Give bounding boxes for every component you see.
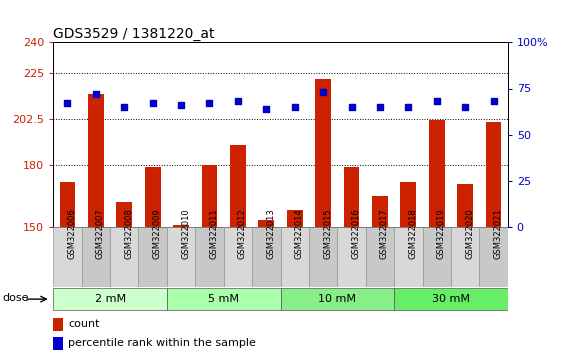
Text: GSM322009: GSM322009: [153, 209, 162, 259]
Bar: [82, 227, 110, 287]
Point: [233, 98, 242, 104]
Bar: [53, 227, 82, 287]
Text: GSM322014: GSM322014: [295, 209, 304, 259]
Text: GSM322017: GSM322017: [380, 209, 389, 259]
Text: GSM322012: GSM322012: [238, 209, 247, 259]
Bar: [309, 227, 337, 287]
Bar: [394, 227, 422, 287]
Bar: [401, 182, 416, 227]
Point: [347, 104, 356, 110]
Text: GSM322016: GSM322016: [352, 209, 361, 259]
Text: GSM322019: GSM322019: [436, 209, 445, 259]
Bar: [167, 288, 280, 310]
Text: percentile rank within the sample: percentile rank within the sample: [68, 338, 256, 348]
Point: [375, 104, 384, 110]
Bar: [117, 202, 132, 227]
Point: [148, 101, 157, 106]
Bar: [252, 227, 280, 287]
Bar: [479, 227, 508, 287]
Text: GSM322015: GSM322015: [323, 209, 332, 259]
Bar: [337, 227, 366, 287]
Bar: [53, 318, 63, 331]
Point: [120, 104, 129, 110]
Text: GSM322008: GSM322008: [125, 209, 134, 259]
Bar: [145, 167, 160, 227]
Bar: [139, 227, 167, 287]
Point: [91, 91, 100, 97]
Bar: [366, 227, 394, 287]
Bar: [486, 122, 502, 227]
Bar: [429, 120, 444, 227]
Text: 10 mM: 10 mM: [318, 294, 356, 304]
Bar: [53, 337, 63, 350]
Bar: [457, 184, 473, 227]
Bar: [59, 182, 75, 227]
Bar: [53, 288, 167, 310]
Text: GSM322020: GSM322020: [465, 209, 474, 259]
Text: GDS3529 / 1381220_at: GDS3529 / 1381220_at: [53, 28, 215, 41]
Point: [63, 101, 72, 106]
Bar: [202, 165, 217, 227]
Point: [404, 104, 413, 110]
Bar: [344, 167, 359, 227]
Text: 5 mM: 5 mM: [208, 294, 239, 304]
Bar: [224, 227, 252, 287]
Bar: [259, 221, 274, 227]
Text: GSM322011: GSM322011: [209, 209, 218, 259]
Point: [489, 98, 498, 104]
Bar: [394, 288, 508, 310]
Text: GSM322010: GSM322010: [181, 209, 190, 259]
Text: dose: dose: [3, 293, 29, 303]
Bar: [287, 210, 302, 227]
Point: [262, 106, 271, 112]
Bar: [372, 196, 388, 227]
Bar: [451, 227, 479, 287]
Point: [205, 101, 214, 106]
Bar: [280, 288, 394, 310]
Text: GSM322013: GSM322013: [266, 209, 275, 259]
Bar: [315, 79, 331, 227]
Point: [319, 89, 328, 95]
Text: 2 mM: 2 mM: [95, 294, 126, 304]
Bar: [167, 227, 195, 287]
Point: [177, 102, 186, 108]
Bar: [422, 227, 451, 287]
Text: GSM322006: GSM322006: [67, 209, 76, 259]
Text: GSM322021: GSM322021: [494, 209, 503, 259]
Text: GSM322018: GSM322018: [408, 209, 417, 259]
Point: [432, 98, 441, 104]
Bar: [173, 224, 189, 227]
Bar: [280, 227, 309, 287]
Text: GSM322007: GSM322007: [96, 209, 105, 259]
Text: 30 mM: 30 mM: [432, 294, 470, 304]
Point: [461, 104, 470, 110]
Text: count: count: [68, 319, 100, 329]
Bar: [230, 145, 246, 227]
Bar: [195, 227, 224, 287]
Bar: [88, 93, 104, 227]
Bar: [110, 227, 139, 287]
Point: [290, 104, 299, 110]
